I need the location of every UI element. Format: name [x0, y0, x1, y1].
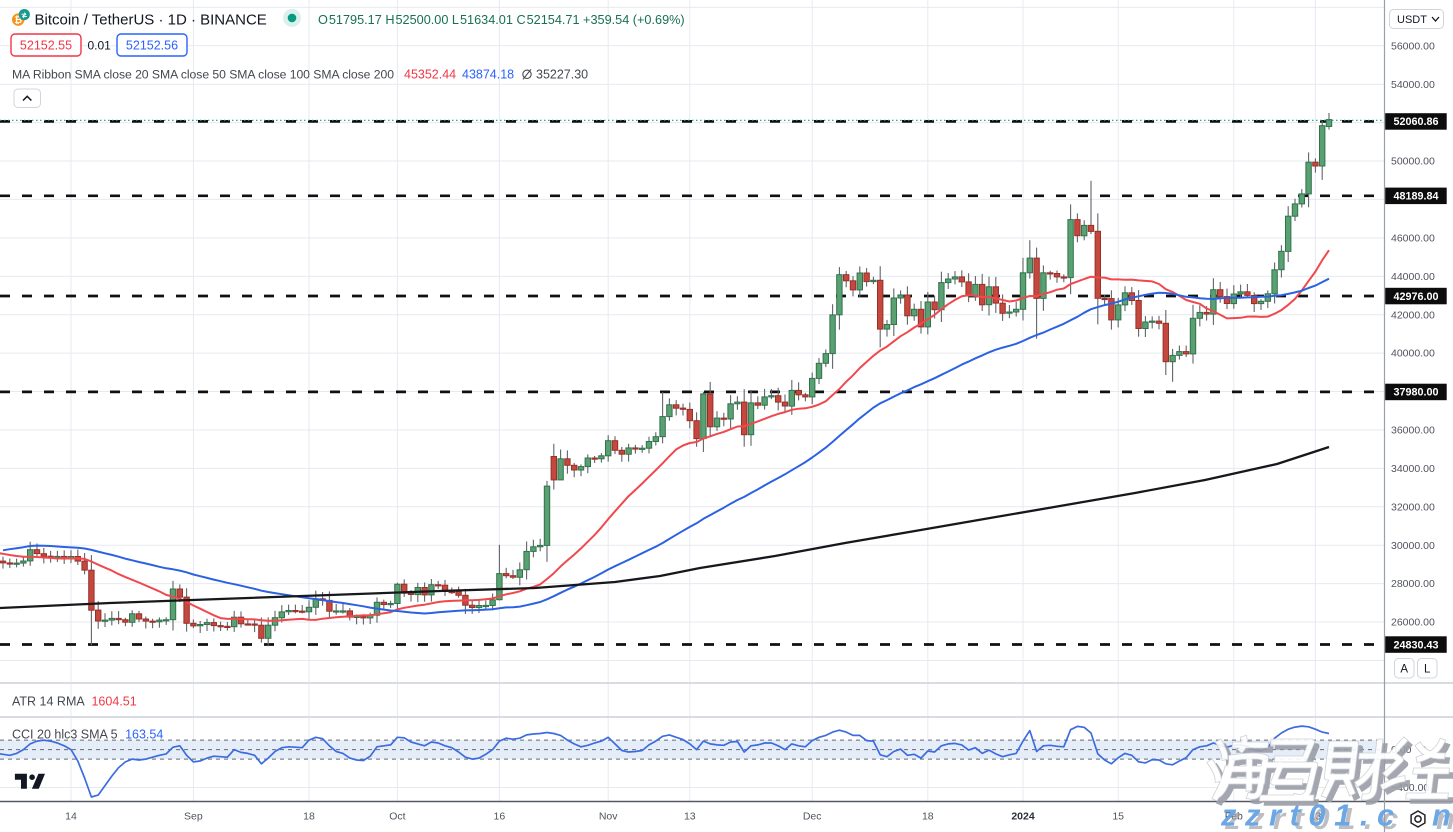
svg-text:13: 13 — [684, 811, 696, 823]
svg-text:32000.00: 32000.00 — [1391, 501, 1435, 513]
svg-text:28000.00: 28000.00 — [1391, 578, 1435, 590]
svg-text:MA Ribbon SMA close 20 SMA clo: MA Ribbon SMA close 20 SMA close 50 SMA … — [12, 68, 394, 82]
svg-text:36000.00: 36000.00 — [1391, 425, 1435, 437]
svg-text:2024: 2024 — [1011, 811, 1035, 823]
svg-text:18: 18 — [922, 811, 934, 823]
svg-text:zzrt01.c: zzrt01.c — [1224, 801, 1407, 832]
svg-text:26000.00: 26000.00 — [1391, 617, 1435, 629]
svg-text:35227.30: 35227.30 — [536, 68, 588, 82]
svg-text:46000.00: 46000.00 — [1391, 233, 1435, 245]
svg-text:37980.00: 37980.00 — [1393, 387, 1438, 399]
svg-text:L: L — [1424, 664, 1431, 676]
svg-text:Sep: Sep — [184, 811, 203, 823]
svg-text:Dec: Dec — [803, 811, 822, 823]
svg-text:n: n — [1436, 801, 1453, 832]
svg-text:45352.44: 45352.44 — [404, 68, 456, 82]
svg-text:14: 14 — [65, 811, 77, 823]
svg-text:52060.86: 52060.86 — [1393, 116, 1438, 128]
svg-text:ATR 14 RMA 1604.51: ATR 14 RMA 1604.51 — [12, 695, 137, 709]
svg-text:30000.00: 30000.00 — [1391, 540, 1435, 552]
svg-text:52152.55: 52152.55 — [20, 39, 72, 53]
svg-text:42000.00: 42000.00 — [1391, 309, 1435, 321]
svg-text:n: n — [1432, 798, 1453, 832]
svg-text:16: 16 — [494, 811, 506, 823]
svg-text:Feb: Feb — [1225, 811, 1243, 823]
svg-text:43874.18: 43874.18 — [462, 68, 514, 82]
svg-text:13: 13 — [1310, 811, 1322, 823]
svg-text:O51795.17 H52500.00 L51634.0: O51795.17 H52500.00 L51634.01 C52154.71 … — [318, 13, 685, 27]
svg-text:44000.00: 44000.00 — [1391, 271, 1435, 283]
svg-text:15: 15 — [1112, 811, 1124, 823]
svg-text:40000.00: 40000.00 — [1391, 348, 1435, 360]
svg-text:CCI 20 hlc3 SMA 5 163.54: CCI 20 hlc3 SMA 5 163.54 — [12, 728, 163, 742]
svg-text:18: 18 — [303, 811, 315, 823]
svg-text:56000.00: 56000.00 — [1391, 40, 1435, 52]
svg-text:₿: ₿ — [14, 15, 22, 26]
svg-text:A: A — [1400, 664, 1408, 676]
svg-text:USDT: USDT — [1397, 14, 1427, 26]
svg-text:Bitcoin / TetherUS · 1D · BINA: Bitcoin / TetherUS · 1D · BINANCE — [35, 11, 267, 28]
svg-text:34000.00: 34000.00 — [1391, 463, 1435, 475]
svg-text:52152.56: 52152.56 — [126, 39, 178, 53]
svg-text:42976.00: 42976.00 — [1393, 291, 1438, 303]
svg-text:50000.00: 50000.00 — [1391, 156, 1435, 168]
svg-text:48189.84: 48189.84 — [1393, 191, 1438, 203]
svg-text:24830.43: 24830.43 — [1393, 639, 1438, 651]
svg-text:Nov: Nov — [599, 811, 618, 823]
svg-text:54000.00: 54000.00 — [1391, 79, 1435, 91]
svg-text:Oct: Oct — [389, 811, 405, 823]
svg-text:0.01: 0.01 — [88, 39, 112, 53]
svg-text:zzrt01.c: zzrt01.c — [1220, 798, 1403, 832]
